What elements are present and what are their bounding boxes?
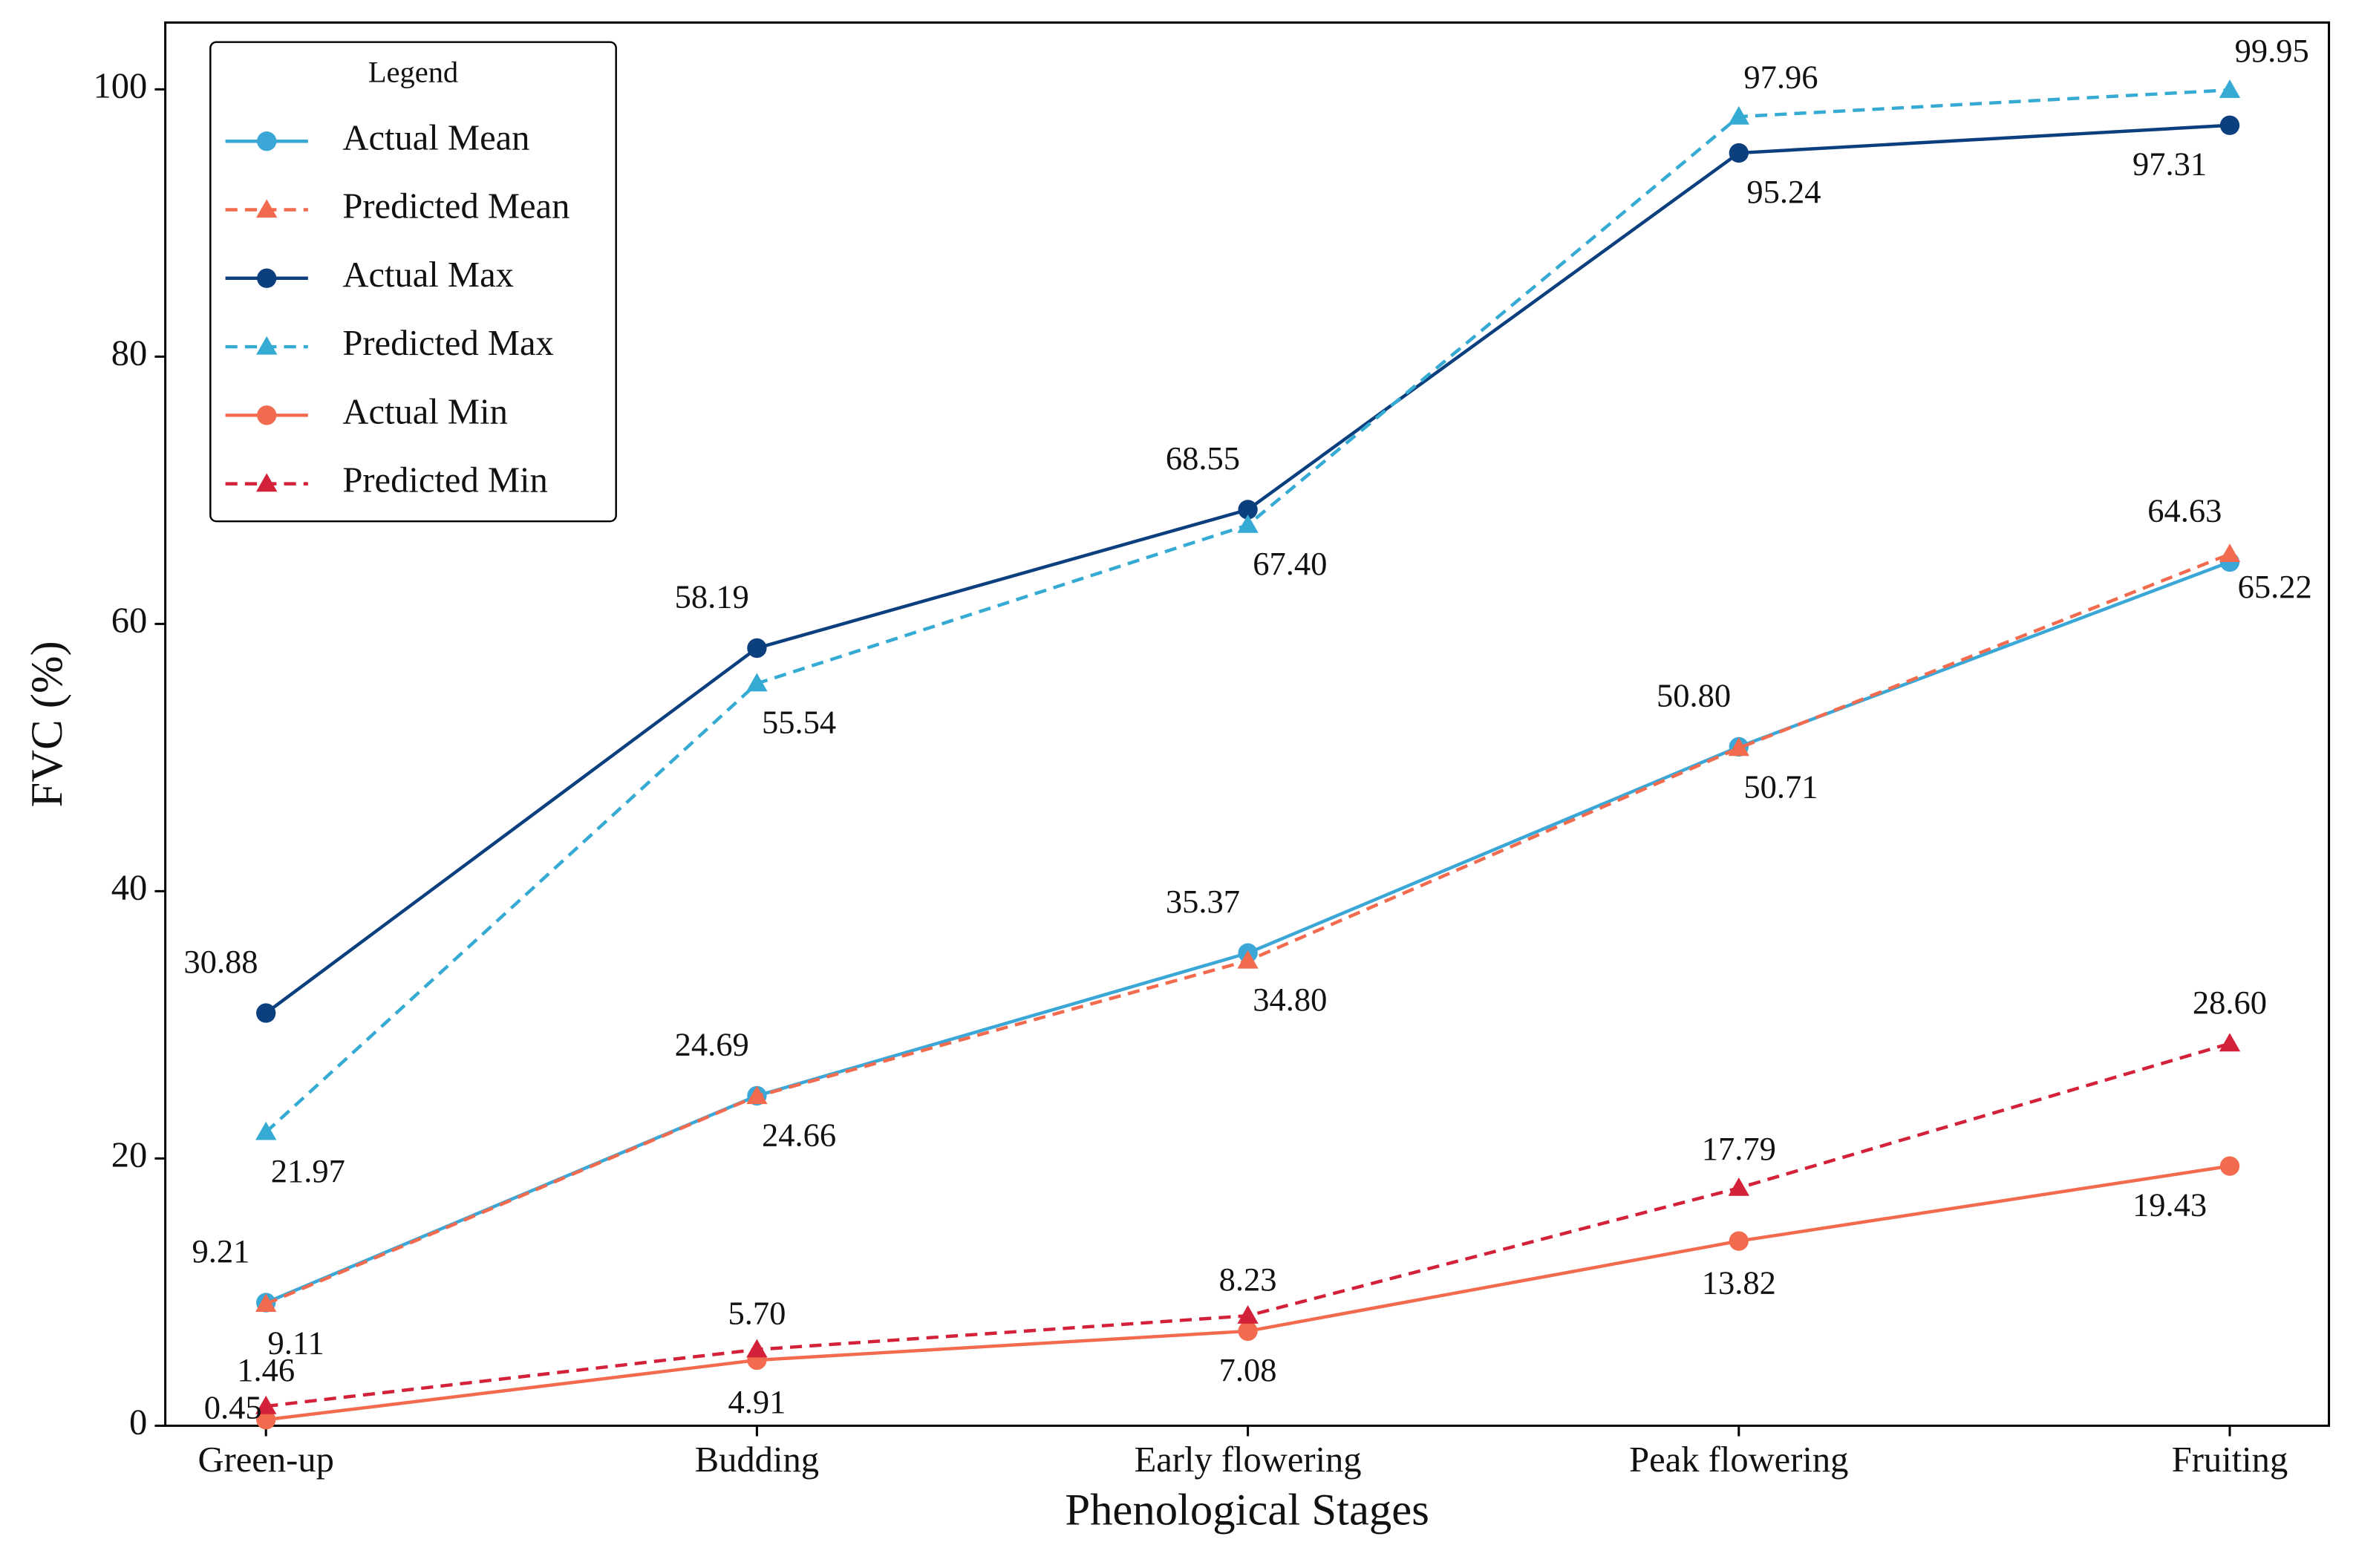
legend-label: Predicted Mean (342, 186, 570, 226)
marker (256, 473, 278, 492)
marker (747, 638, 767, 659)
marker (746, 673, 768, 692)
marker (256, 336, 278, 355)
y-tick-label: 20 (111, 1135, 148, 1175)
data-label: 97.96 (1743, 59, 1818, 96)
data-label: 58.19 (675, 578, 749, 615)
y-tick-label: 40 (111, 868, 148, 908)
data-label: 17.79 (1702, 1130, 1776, 1167)
marker (1729, 1231, 1749, 1251)
data-label: 28.60 (2193, 984, 2267, 1021)
marker (256, 1410, 276, 1430)
data-label: 50.71 (1743, 768, 1818, 805)
marker (1238, 1321, 1258, 1342)
marker (257, 131, 277, 151)
x-axis-label: Phenological Stages (1065, 1486, 1429, 1535)
legend-label: Actual Mean (342, 117, 529, 157)
data-label: 1.46 (237, 1351, 295, 1388)
marker (1237, 514, 1259, 533)
marker (1728, 1177, 1749, 1196)
data-label: 30.88 (183, 943, 258, 980)
data-label: 65.22 (2238, 568, 2312, 605)
marker (256, 199, 278, 218)
marker (255, 1293, 277, 1313)
data-label: 13.82 (1702, 1264, 1776, 1301)
legend-label: Predicted Min (342, 460, 547, 500)
data-label: 55.54 (762, 704, 836, 741)
y-tick-label: 100 (94, 65, 148, 105)
legend-label: Actual Max (342, 255, 514, 295)
marker (746, 1339, 768, 1358)
marker (1237, 950, 1259, 969)
data-label: 67.40 (1253, 545, 1327, 582)
y-tick-label: 80 (111, 333, 148, 373)
marker (255, 1395, 277, 1414)
data-label: 9.21 (192, 1232, 250, 1270)
data-label: 7.08 (1219, 1351, 1277, 1388)
y-tick-label: 0 (129, 1402, 147, 1443)
data-label: 5.70 (728, 1294, 786, 1331)
data-label: 24.69 (675, 1025, 749, 1062)
legend-box (209, 41, 617, 523)
marker (1728, 105, 1749, 125)
marker (2219, 79, 2241, 98)
data-label: 21.97 (271, 1152, 345, 1189)
data-label: 24.66 (762, 1116, 836, 1153)
data-label: 4.91 (728, 1383, 786, 1420)
data-label: 99.95 (2235, 32, 2309, 69)
marker (256, 1003, 276, 1023)
data-label: 95.24 (1746, 173, 1821, 210)
legend-label: Predicted Max (342, 323, 553, 363)
x-tick-label: Budding (695, 1440, 819, 1480)
marker (1237, 1305, 1259, 1324)
marker (255, 1121, 277, 1140)
marker (257, 268, 277, 288)
marker (1728, 737, 1749, 757)
y-tick-label: 60 (111, 601, 148, 641)
data-label: 97.31 (2133, 146, 2207, 183)
x-tick-label: Early flowering (1135, 1440, 1362, 1480)
legend-title: Legend (368, 55, 458, 88)
legend-label: Actual Min (342, 391, 507, 431)
data-label: 34.80 (1253, 981, 1327, 1018)
data-label: 19.43 (2133, 1186, 2207, 1224)
data-label: 68.55 (1166, 440, 1240, 477)
marker (2219, 115, 2240, 135)
marker (1238, 500, 1258, 520)
x-tick-label: Fruiting (2172, 1440, 2288, 1480)
y-axis-label: FVC (%) (22, 641, 72, 807)
marker (257, 405, 277, 425)
data-label: 9.11 (268, 1324, 324, 1361)
data-label: 50.80 (1657, 676, 1731, 713)
marker (2219, 1033, 2241, 1052)
data-label: 8.23 (1219, 1261, 1277, 1298)
marker (1729, 143, 1749, 163)
x-tick-label: Green-up (198, 1440, 334, 1480)
marker (2219, 543, 2241, 563)
marker (746, 1085, 768, 1105)
data-label: 64.63 (2147, 491, 2222, 529)
marker (2219, 1156, 2240, 1176)
data-label: 35.37 (1166, 883, 1240, 920)
data-label: 0.45 (204, 1388, 262, 1425)
x-tick-label: Peak flowering (1629, 1440, 1848, 1480)
